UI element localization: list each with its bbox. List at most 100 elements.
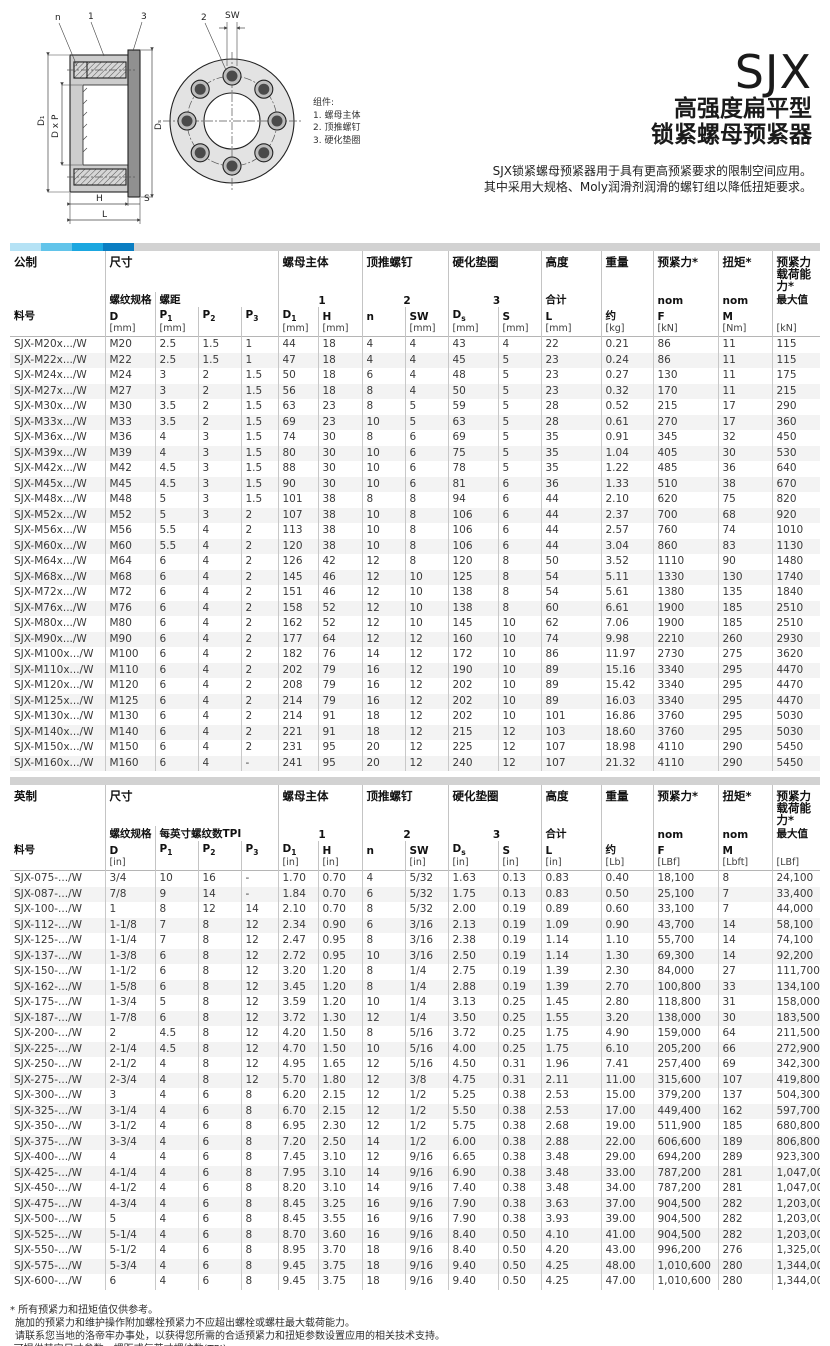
value-cell: 0.83 [540, 886, 601, 902]
value-cell: 12 [404, 755, 448, 771]
value-cell: 4 [197, 554, 241, 570]
value-cell: 0.38 [497, 1181, 541, 1197]
value-cell: 69 [447, 430, 498, 446]
value-cell: 66 [717, 1041, 772, 1057]
column-header: S [mm] [497, 307, 541, 337]
value-cell: 3 [154, 383, 198, 399]
value-cell: 23 [540, 352, 601, 368]
value-cell: 18 [361, 724, 405, 740]
value-cell: 1.30 [317, 1010, 362, 1026]
value-cell: 2.57 [600, 523, 653, 539]
value-cell: 12 [361, 1088, 405, 1104]
value-cell: 5 [497, 399, 541, 415]
value-cell: 69 [277, 414, 318, 430]
value-cell: 202 [277, 662, 318, 678]
value-cell: 60 [540, 600, 601, 616]
value-cell: 12 [404, 662, 448, 678]
value-cell: 18 [317, 336, 362, 353]
value-cell: 6 [197, 1243, 241, 1259]
value-cell: 12 [361, 569, 405, 585]
hardened-washer [127, 49, 141, 198]
column-group-header: 预紧力载荷能力* [771, 785, 820, 826]
value-cell: 4 [154, 1258, 198, 1274]
value-cell: 27 [717, 964, 772, 980]
value-cell: 904,500 [652, 1196, 718, 1212]
column-header: Ds [mm] [447, 307, 498, 337]
part-number-cell: SJX-375-.../W [14, 1135, 82, 1148]
part-number-cell: SJX-M56x.../W [14, 524, 87, 536]
value-cell: 6 [197, 1150, 241, 1166]
dim-dxp: D x P [51, 114, 61, 138]
value-cell: 6 [497, 507, 541, 523]
table-row: SJX-400-.../W 4 4 6 8 7.45 3.10 12 9/16 6.65 0.38 3… [10, 1150, 820, 1166]
value-cell: 1110 [652, 554, 718, 570]
value-cell: 4 [361, 352, 405, 368]
value-cell: 2930 [771, 631, 820, 647]
part-number-cell: SJX-M130x.../W [14, 710, 94, 722]
value-cell: 1 [104, 902, 155, 918]
value-cell: 290 [717, 755, 772, 771]
value-cell: 22.00 [600, 1134, 653, 1150]
part-number-cell: SJX-162-.../W [14, 980, 82, 993]
value-cell: 8 [404, 492, 448, 508]
value-cell: 79 [317, 678, 362, 694]
table-row: SJX-M42x.../W M42 4.5 3 1.5 88 30 10 6 78 5 35 1.22 4… [10, 461, 820, 477]
value-cell: 11 [717, 352, 772, 368]
value-cell: 5-1/2 [104, 1243, 155, 1259]
part-number-cell: SJX-M39x.../W [14, 446, 87, 459]
column-header: D [mm] [104, 307, 155, 337]
value-cell: 35 [540, 461, 601, 477]
value-cell: 115 [771, 352, 820, 368]
column-subgroup-header: 2 [361, 292, 448, 307]
column-header: 约 [Lb] [600, 841, 653, 871]
value-cell: 12 [240, 1010, 278, 1026]
value-cell: 10 [154, 870, 198, 887]
value-cell: 7 [154, 933, 198, 949]
column-subgroup-header [10, 292, 105, 307]
column-group-header: 公制 [10, 251, 105, 292]
value-cell: 5030 [771, 724, 820, 740]
part-number-cell: SJX-400-.../W [14, 1151, 82, 1163]
value-cell: 134,100 [771, 979, 820, 995]
value-cell: 8 [497, 569, 541, 585]
value-cell: 8 [154, 902, 198, 918]
description-line: 其中采用大规格、Moly润滑剂润滑的螺钉组以降低扭矩要求。 [483, 180, 812, 194]
value-cell: 1.5 [197, 336, 241, 353]
value-cell: 1480 [771, 554, 820, 570]
table-row: SJX-M24x.../W M24 3 2 1.5 50 18 6 4 48 5 23 0.27 130 1… [10, 368, 820, 384]
value-cell: 12 [361, 1103, 405, 1119]
value-cell: 6 [497, 523, 541, 539]
table-row: SJX-550-.../W 5-1/2 4 6 8 8.95 3.70 18 9/16 8.40 0… [10, 1243, 820, 1259]
value-cell: 214 [277, 709, 318, 725]
value-cell: 0.38 [497, 1212, 541, 1228]
value-cell: 2.38 [447, 933, 498, 949]
value-cell: 4 [154, 1274, 198, 1290]
value-cell: 0.13 [497, 870, 541, 887]
value-cell: 3.75 [317, 1258, 362, 1274]
value-cell: 0.25 [497, 995, 541, 1011]
value-cell: 8 [361, 399, 405, 415]
value-cell: 4 [154, 1057, 198, 1073]
value-cell: 4 [404, 336, 448, 353]
value-cell: 3.70 [317, 1243, 362, 1259]
value-cell: 2.47 [277, 933, 318, 949]
column-subgroup-header: nom [717, 292, 772, 307]
table-row: SJX-M100x.../W M100 6 4 2 182 76 14 12 172 10 86 11.… [10, 647, 820, 663]
value-cell: 15.00 [600, 1088, 653, 1104]
column-header: n [361, 841, 405, 871]
value-cell: 8 [240, 1212, 278, 1228]
value-cell: 4 [154, 430, 198, 446]
value-cell: 10 [361, 995, 405, 1011]
value-cell: 6 [154, 740, 198, 756]
value-cell: 8 [361, 933, 405, 949]
value-cell: 1-3/4 [104, 995, 155, 1011]
value-cell: 1900 [652, 600, 718, 616]
value-cell: 5.75 [447, 1119, 498, 1135]
value-cell: 6 [197, 1134, 241, 1150]
value-cell: 1.96 [540, 1057, 601, 1073]
value-cell: 3760 [652, 709, 718, 725]
value-cell: 3 [154, 368, 198, 384]
part-number-cell: SJX-125-.../W [14, 934, 82, 946]
value-cell: 6 [404, 445, 448, 461]
value-cell: 4.20 [540, 1243, 601, 1259]
